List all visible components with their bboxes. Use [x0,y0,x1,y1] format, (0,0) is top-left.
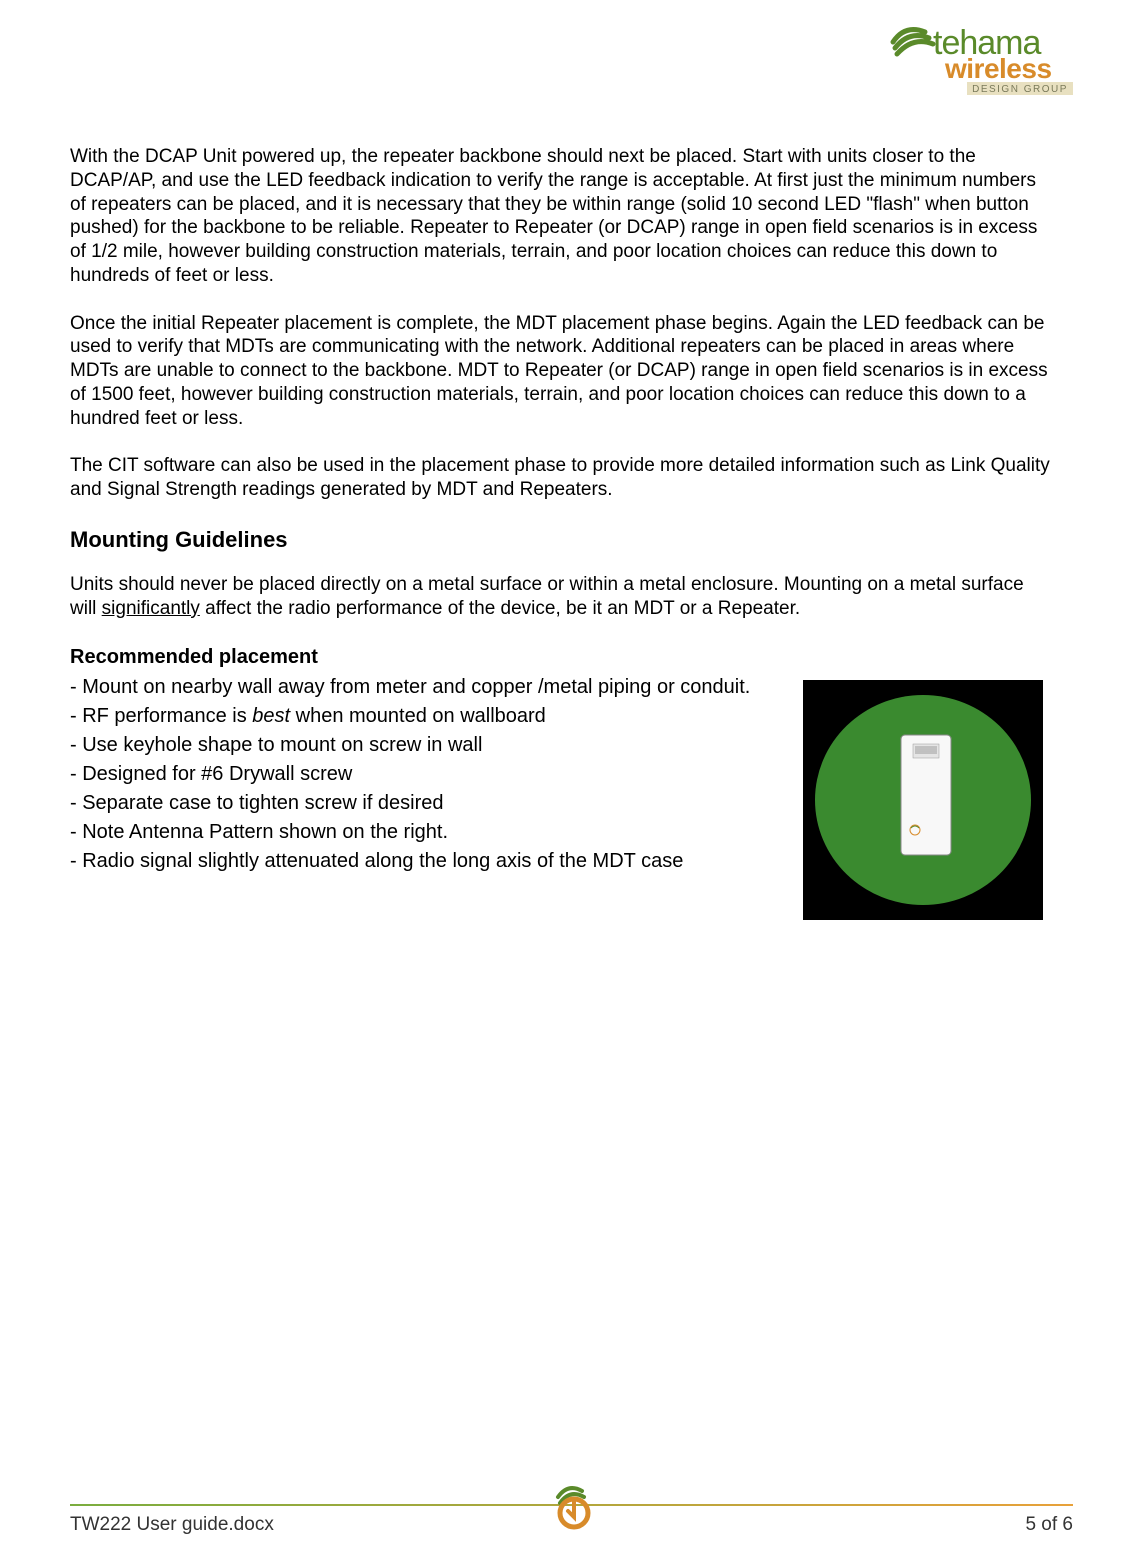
svg-text:wireless: wireless [944,53,1052,84]
list-item: - Radio signal slightly attenuated along… [70,848,783,875]
page-content: With the DCAP Unit powered up, the repea… [70,145,1055,927]
svg-text:DESIGN GROUP: DESIGN GROUP [972,84,1068,95]
list-item: - Designed for #6 Drywall screw [70,761,783,788]
paragraph-1: With the DCAP Unit powered up, the repea… [70,145,1055,288]
paragraph-3: The CIT software can also be used in the… [70,454,1055,502]
placement-list: - Mount on nearby wall away from meter a… [70,674,783,877]
list-item: - Use keyhole shape to mount on screw in… [70,732,783,759]
heading-recommended: Recommended placement [70,645,1055,670]
heading-mounting: Mounting Guidelines [70,526,1055,554]
mounting-paragraph: Units should never be placed directly on… [70,573,1055,621]
footer-page-number: 5 of 6 [1025,1514,1073,1536]
list-item: - RF performance is best when mounted on… [70,703,783,730]
recommended-section: Recommended placement - Mount on nearby … [70,645,1055,927]
list-item: - Note Antenna Pattern shown on the righ… [70,819,783,846]
paragraph-2: Once the initial Repeater placement is c… [70,312,1055,431]
list-item: - Separate case to tighten screw if desi… [70,790,783,817]
footer-filename: TW222 User guide.docx [70,1514,274,1536]
list-item: - Mount on nearby wall away from meter a… [70,674,783,701]
mounting-post: affect the radio performance of the devi… [200,598,800,619]
antenna-pattern-figure [803,680,1043,927]
page-footer: TW222 User guide.docx 5 of 6 [70,1504,1073,1536]
company-logo: tehama wireless DESIGN GROUP [885,18,1075,101]
mounting-underlined: significantly [102,598,200,619]
